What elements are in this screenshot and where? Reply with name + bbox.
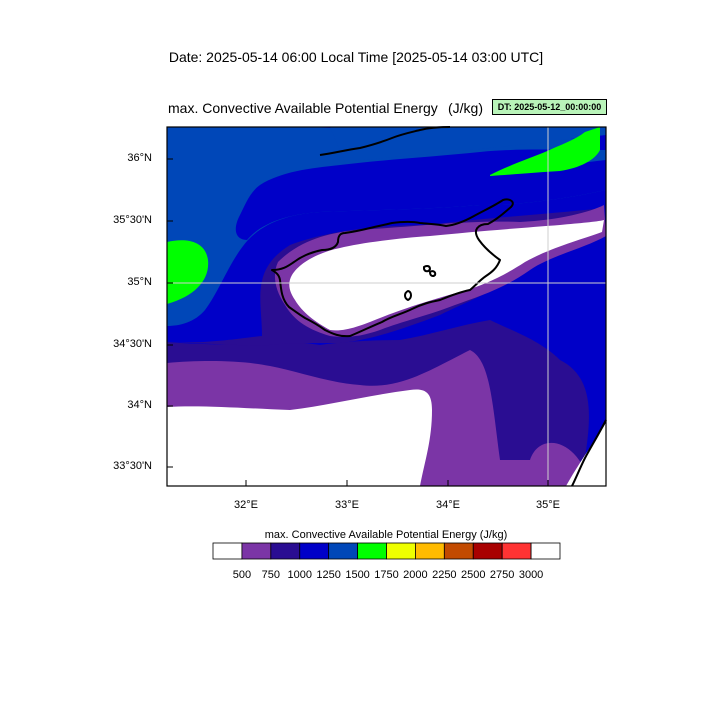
colorbar-swatch — [386, 542, 416, 560]
colorbar-level-label: 2000 — [403, 569, 428, 581]
lon-label: 35°E — [536, 499, 560, 511]
colorbar-swatch — [472, 542, 503, 560]
date-title: Date: 2025-05-14 06:00 Local Time [2025-… — [168, 49, 544, 65]
colorbar-swatch — [501, 542, 532, 560]
colorbar-swatch — [212, 542, 243, 560]
lat-label: 35°N — [127, 276, 152, 288]
colorbar-swatch — [357, 542, 387, 560]
lon-label: 32°E — [234, 499, 258, 511]
map-unit: (J/kg) — [448, 100, 483, 116]
colorbar-level-label: 500 — [232, 569, 252, 581]
graticule — [167, 127, 606, 486]
colorbar-level-label: 2500 — [461, 569, 486, 581]
dt-badge: DT: 2025-05-12_00:00:00 — [492, 99, 607, 115]
lat-label: 35°30'N — [113, 214, 152, 226]
colorbar-level-label: 2750 — [489, 569, 515, 581]
axis-ticks — [167, 158, 549, 486]
colorbar-level-label: 1000 — [287, 569, 312, 581]
map-title: max. Convective Available Potential Ener… — [168, 100, 438, 116]
colorbar-level-label: 3000 — [518, 569, 544, 581]
coastline — [271, 126, 607, 487]
lat-label: 34°N — [127, 399, 152, 411]
map-border — [166, 126, 607, 487]
colorbar-swatch — [328, 542, 358, 560]
lat-label: 33°30'N — [113, 460, 152, 472]
colorbar-title: max. Convective Available Potential Ener… — [264, 529, 508, 541]
colorbar-level-label: 750 — [261, 569, 280, 581]
colorbar-swatch — [299, 542, 330, 560]
lat-label: 36°N — [127, 152, 152, 164]
lon-label: 33°E — [335, 499, 359, 511]
colorbar-swatch — [530, 542, 561, 560]
colorbar-swatch — [241, 542, 272, 560]
colorbar-swatch — [415, 542, 445, 560]
colorbar-swatch — [443, 542, 474, 560]
colorbar-level-label: 1750 — [374, 569, 399, 581]
lon-label: 34°E — [436, 499, 460, 511]
cape-field — [167, 127, 606, 486]
colorbar-level-label: 1500 — [345, 569, 370, 581]
lat-label: 34°30'N — [113, 338, 152, 350]
colorbar-swatch — [270, 542, 301, 560]
colorbar-level-label: 1250 — [316, 569, 341, 581]
colorbar-level-label: 2250 — [432, 569, 457, 581]
